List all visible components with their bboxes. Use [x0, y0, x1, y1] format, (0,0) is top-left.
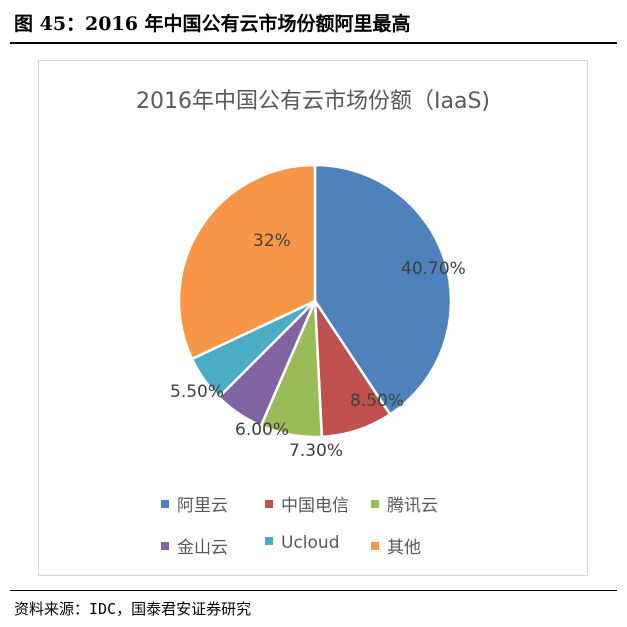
legend-swatch	[265, 537, 273, 545]
legend-swatch	[265, 500, 273, 508]
legend-label: 金山云	[177, 538, 228, 558]
chart-frame: 2016年中国公有云市场份额（IaaS) 40.70% 8.50% 7.30% 6.0…	[38, 60, 588, 576]
legend-swatch	[161, 542, 169, 550]
top-rule	[10, 42, 617, 44]
legend-label: 阿里云	[177, 496, 228, 516]
figure-title: 图 45：2016 年中国公有云市场份额阿里最高	[14, 13, 411, 35]
legend-label: 其他	[387, 538, 421, 558]
legend-label: 腾讯云	[387, 496, 438, 516]
legend-label: Ucloud	[281, 533, 340, 553]
data-label-other: 32%	[253, 231, 291, 251]
figure-header: 图 45：2016 年中国公有云市场份额阿里最高	[0, 0, 627, 44]
legend-item-ucloud: Ucloud	[265, 533, 339, 553]
legend-item-tencent: 腾讯云	[371, 491, 438, 516]
data-label-china-telecom: 8.50%	[350, 391, 404, 411]
legend-item-china-telecom: 中国电信	[265, 491, 349, 516]
data-label-alibaba: 40.70%	[401, 259, 466, 279]
legend-swatch	[371, 542, 379, 550]
chart-title: 2016年中国公有云市场份额（IaaS)	[136, 89, 490, 114]
bottom-rule	[10, 590, 617, 591]
pie-slice-other	[177, 163, 317, 361]
legend-item-kingsoft: 金山云	[161, 533, 228, 558]
data-label-ucloud: 5.50%	[170, 382, 224, 402]
legend-item-alibaba: 阿里云	[161, 491, 228, 516]
pie-chart: 40.70% 8.50% 7.30%6.00% 5.50% 32%	[170, 163, 466, 461]
data-label-kingsoft: 6.00%	[235, 420, 289, 440]
source-note: 资料来源：IDC，国泰君安证券研究	[14, 600, 252, 618]
legend-label: 中国电信	[281, 496, 349, 516]
legend-swatch	[371, 500, 379, 508]
legend-swatch	[161, 500, 169, 508]
legend-item-other: 其他	[371, 533, 421, 558]
data-label-tencent: 7.30%	[289, 441, 343, 461]
